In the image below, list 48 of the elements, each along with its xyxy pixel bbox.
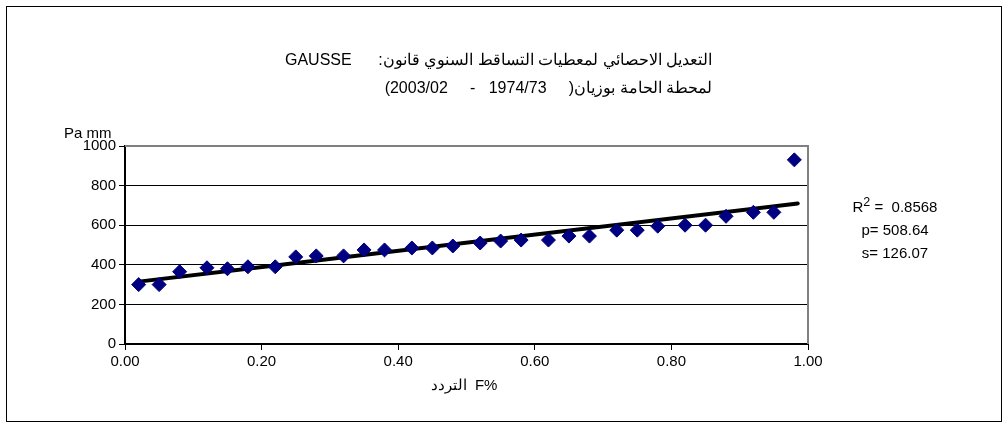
point — [581, 228, 597, 244]
point — [472, 235, 488, 251]
point — [172, 264, 188, 280]
point — [650, 218, 666, 234]
point — [786, 152, 802, 168]
x-tick-label: 0.60 — [520, 352, 550, 370]
y-tick-label: 400 — [90, 254, 116, 272]
point — [336, 248, 352, 264]
point — [609, 222, 625, 238]
point — [267, 259, 283, 275]
point — [629, 222, 645, 238]
point — [219, 261, 235, 277]
x-tick-label: 1.00 — [793, 352, 823, 370]
point — [445, 238, 461, 254]
x-axis-title: التردد F% — [429, 376, 499, 394]
text: s= 126.07 — [860, 244, 930, 261]
text: p= 508.64 — [860, 221, 930, 238]
point — [745, 204, 761, 220]
x-tick-label: 0.00 — [110, 352, 140, 370]
point — [424, 240, 440, 256]
point — [240, 259, 256, 275]
y-tick-label: 200 — [90, 294, 116, 312]
point — [199, 260, 215, 276]
point — [766, 204, 782, 220]
x-tick-label: 0.20 — [247, 352, 277, 370]
point — [718, 208, 734, 224]
point — [151, 277, 167, 293]
x-tick-label: 0.80 — [656, 352, 686, 370]
y-tick-label: 0 — [107, 334, 116, 352]
point — [513, 232, 529, 248]
y-tick-label: 600 — [90, 215, 116, 233]
point — [677, 217, 693, 233]
chart-title: التعديل الاحصائي لمعطيات التساقط السنوي قانون: GAUSSE — [284, 50, 712, 69]
point — [288, 249, 304, 265]
point — [377, 242, 393, 258]
point — [308, 248, 324, 264]
point — [404, 240, 420, 256]
y-axis-title: Pa mm — [64, 124, 112, 141]
text: R$^{2}$ = 0.8568 — [851, 195, 939, 215]
chart-subtitle: لمحطة الحامة بوزيان( 1974/73 - 2003/02) — [384, 78, 712, 97]
point — [493, 233, 509, 249]
point — [698, 217, 714, 233]
y-tick-label: 800 — [90, 175, 116, 193]
x-tick-label: 0.40 — [383, 352, 413, 370]
point — [356, 242, 372, 258]
point — [561, 228, 577, 244]
point — [131, 277, 147, 293]
point — [540, 232, 556, 248]
